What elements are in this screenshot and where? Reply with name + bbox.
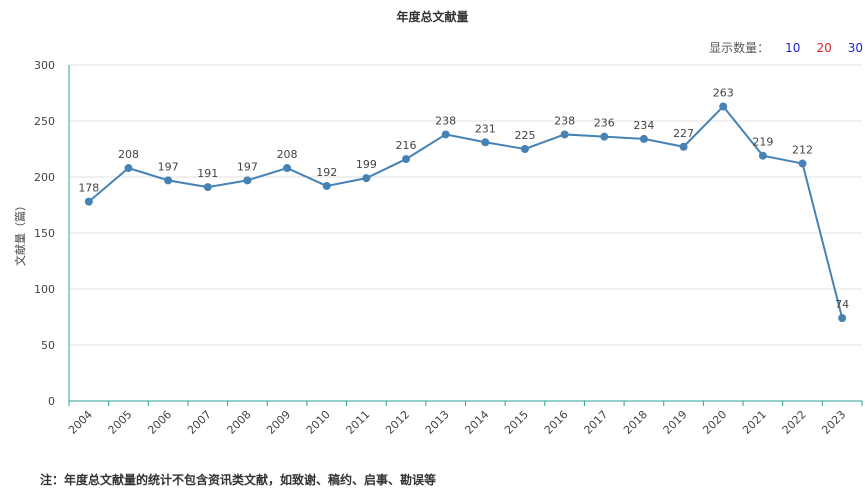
data-label: 234 [633,119,654,132]
data-point [679,142,688,151]
y-tick-label: 150 [34,227,55,240]
x-tick-label: 2011 [344,408,373,437]
x-tick-label: 2012 [383,408,412,437]
x-tick-label: 2022 [780,408,809,437]
y-tick-label: 0 [48,395,55,408]
data-label: 197 [158,160,179,173]
data-point [84,197,93,206]
x-tick-label: 2009 [264,408,293,437]
data-label: 263 [713,86,734,99]
y-axis-label: 文献量（篇） [13,200,27,266]
data-label: 238 [554,114,575,127]
data-label: 227 [673,127,694,140]
data-point [124,164,133,173]
display-count-label: 显示数量： [709,41,770,55]
x-tick-label: 2019 [661,408,690,437]
data-point [283,164,292,173]
data-point [520,145,529,153]
x-tick-label: 2006 [145,408,174,437]
data-label: 197 [237,160,258,173]
data-point [798,159,807,168]
data-label: 191 [197,167,218,180]
x-tick-label: 2004 [66,408,95,437]
x-tick-label: 2023 [819,408,848,437]
data-point [639,134,648,143]
data-label: 208 [277,148,298,161]
data-label: 192 [316,166,337,179]
y-tick-label: 50 [41,339,55,352]
x-tick-label: 2013 [423,408,452,437]
x-tick-label: 2014 [462,408,491,437]
data-label: 231 [475,122,496,135]
data-label: 238 [435,114,456,127]
data-point [758,151,767,160]
y-tick-label: 200 [34,171,55,184]
x-tick-label: 2010 [304,408,333,437]
data-label: 178 [78,182,99,195]
data-point [362,174,371,183]
y-tick-label: 250 [34,115,55,128]
x-tick-label: 2020 [700,408,729,437]
data-point [164,176,173,185]
footnote: 注：年度总文献量的统计不包含资讯类文献，如致谢、稿约、启事、勘误等 [40,473,437,487]
data-point [322,181,331,190]
display-count-10[interactable]: 10 [785,40,801,55]
data-label: 219 [752,136,773,149]
x-tick-label: 2018 [621,408,650,437]
data-point [402,155,411,164]
data-point [838,314,847,323]
data-point [600,132,609,141]
data-label: 212 [792,144,813,157]
x-tick-label: 2008 [225,408,254,437]
data-point [203,183,212,192]
data-label: 199 [356,158,377,171]
data-point [719,102,728,111]
chart-title: 年度总文献量 [396,10,469,24]
display-count-selector: 显示数量： 10 20 30 [709,39,863,56]
data-label: 216 [396,139,417,152]
y-tick-label: 300 [34,59,55,72]
x-tick-label: 2007 [185,408,214,437]
data-point [481,138,490,147]
x-tick-label: 2005 [106,408,135,437]
data-label: 74 [835,298,849,311]
data-label: 208 [118,148,139,161]
series-line [88,104,844,319]
data-point [441,130,450,139]
display-count-30[interactable]: 30 [847,40,863,55]
x-tick-label: 2016 [542,408,571,437]
y-tick-label: 100 [34,283,55,296]
x-tick-label: 2021 [740,408,769,437]
data-point [560,130,569,139]
x-tick-label: 2015 [502,408,531,437]
data-label: 225 [514,129,535,142]
display-count-20[interactable]: 20 [816,40,832,55]
x-tick-label: 2017 [581,408,610,437]
data-label: 236 [594,117,615,130]
data-point [243,176,252,185]
